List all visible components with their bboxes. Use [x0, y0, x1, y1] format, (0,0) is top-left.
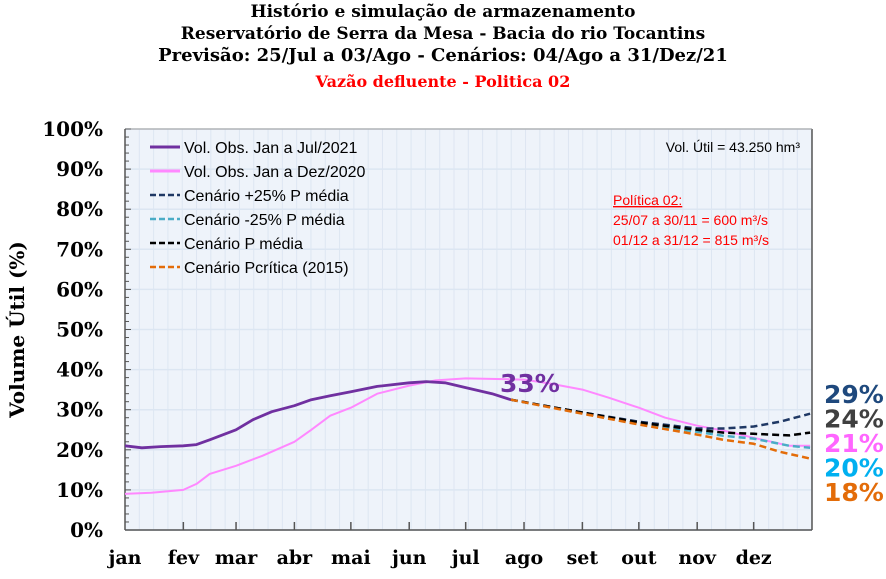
legend-label-2: Cenário +25% P média: [184, 188, 349, 205]
y-tick-label: 70%: [56, 237, 103, 261]
x-tick-label: jan: [107, 547, 142, 569]
y-tick-label: 100%: [42, 117, 103, 141]
current-volume-label: 33%: [500, 369, 560, 398]
x-tick-label: nov: [678, 547, 716, 569]
series-line-0: [124, 380, 512, 450]
x-tick-label: jun: [390, 547, 427, 569]
x-tick-label: out: [621, 547, 656, 569]
x-tick-label: mar: [215, 547, 258, 569]
series-line-4: [510, 398, 811, 437]
legend-label-0: Vol. Obs. Jan a Jul/2021: [184, 140, 358, 157]
series-line-5: [510, 398, 811, 460]
y-axis-label: Volume Útil (%): [4, 241, 29, 419]
end-value-label: 18%: [824, 478, 884, 507]
x-tick-label: ago: [505, 547, 543, 569]
y-tick-label: 50%: [56, 318, 103, 342]
legend-label-4: Cenário P média: [184, 236, 303, 253]
y-tick-label: 0%: [70, 518, 103, 542]
y-tick-label: 80%: [56, 197, 103, 221]
chart-subtitle-2: Previsão: 25/Jul a 03/Ago - Cenários: 04…: [158, 45, 728, 66]
x-tick-label: jul: [450, 547, 480, 569]
vol-util-label: Vol. Útil = 43.250 hm³: [666, 139, 801, 155]
y-tick-label: 90%: [56, 157, 103, 181]
end-value-label: 24%: [824, 405, 884, 434]
x-tick-label: fev: [168, 547, 200, 569]
y-tick-label: 40%: [56, 358, 103, 382]
legend-label-5: Cenário Pcrítica (2015): [184, 260, 349, 277]
x-tick-label: set: [567, 547, 599, 569]
legend-label-3: Cenário -25% P média: [184, 212, 345, 229]
policy-title: Política 02:: [613, 192, 682, 208]
end-value-label: 29%: [824, 380, 884, 409]
y-tick-label: 30%: [56, 398, 103, 422]
x-tick-label: dez: [736, 547, 772, 569]
chart-subtitle-policy: Vazão defluente - Politica 02: [315, 72, 571, 91]
y-tick-label: 20%: [56, 438, 103, 462]
legend-label-1: Vol. Obs. Jan a Dez/2020: [184, 164, 366, 181]
x-tick-label: mai: [331, 547, 371, 569]
end-value-label: 21%: [824, 429, 884, 458]
chart-title: Histório e simulação de armazenamento: [250, 2, 636, 22]
policy-line: 25/07 a 30/11 = 600 m³/s: [613, 212, 768, 228]
x-tick-label: abr: [277, 547, 314, 569]
y-tick-label: 10%: [56, 478, 103, 502]
y-tick-label: 60%: [56, 277, 103, 301]
chart-subtitle-1: Reservatório de Serra da Mesa - Bacia do…: [180, 24, 706, 44]
end-value-label: 20%: [824, 454, 884, 483]
policy-line: 01/12 a 31/12 = 815 m³/s: [613, 232, 769, 248]
